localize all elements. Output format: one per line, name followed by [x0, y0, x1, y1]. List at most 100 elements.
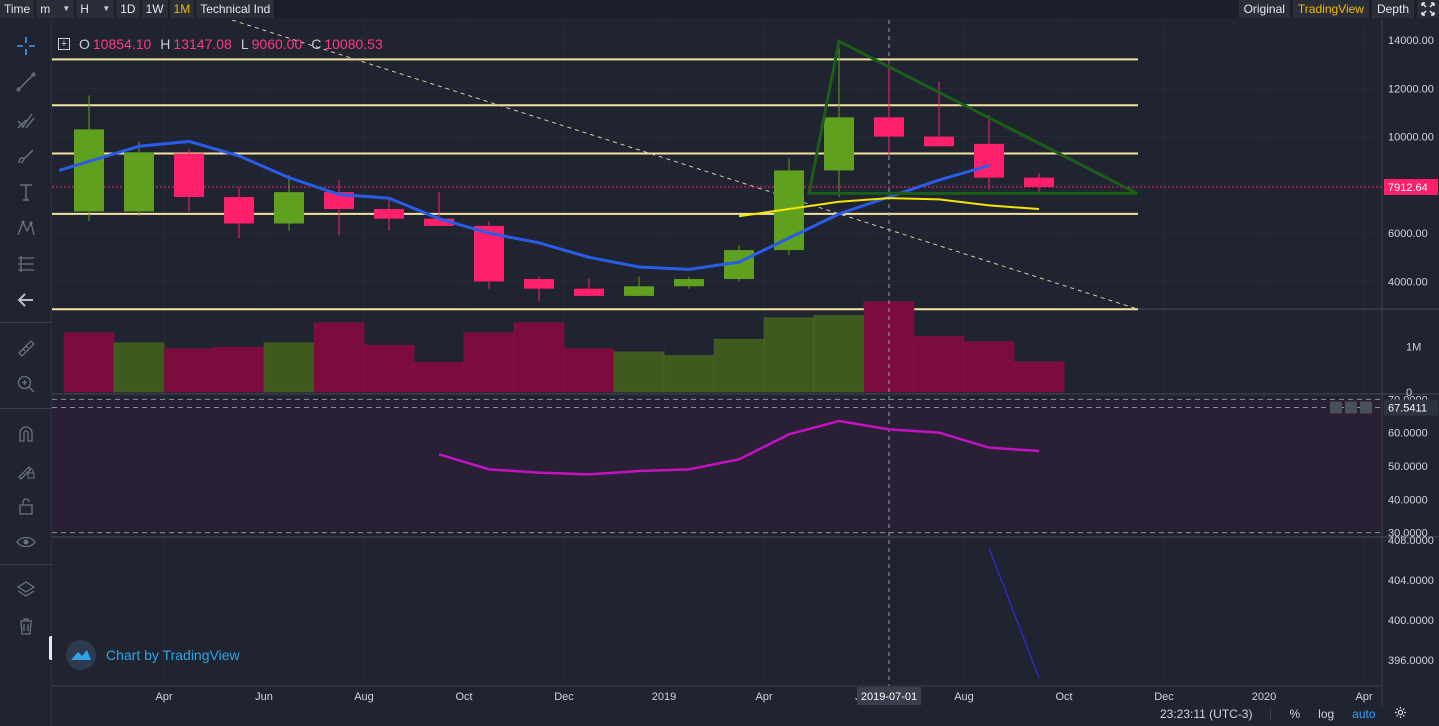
- brush-icon[interactable]: [12, 142, 40, 170]
- candle-body: [624, 286, 654, 296]
- volume-bar: [563, 348, 615, 393]
- pitchfork-icon[interactable]: [12, 106, 40, 134]
- interval-1w-button[interactable]: 1W: [141, 0, 168, 18]
- low-label: L: [240, 36, 249, 52]
- rsi-tick-label: 60.0000: [1388, 428, 1428, 440]
- settings-gear-icon[interactable]: [1394, 706, 1407, 722]
- minute-dropdown[interactable]: m ▼: [36, 0, 75, 18]
- hour-dropdown[interactable]: H ▼: [76, 0, 115, 18]
- lower-tick-label: 408.0000: [1388, 535, 1434, 547]
- fib-retracement-icon[interactable]: [12, 250, 40, 278]
- expand-legend-icon[interactable]: +: [58, 38, 70, 50]
- time-tick-label: Apr: [155, 691, 172, 703]
- price-chart[interactable]: 14000.0012000.0010000.008000.006000.0040…: [52, 20, 1439, 706]
- tradingview-watermark[interactable]: Chart by TradingView: [66, 640, 240, 670]
- zoom-in-icon[interactable]: [12, 370, 40, 398]
- volume-bar: [713, 338, 765, 393]
- lower-tick-label: 396.0000: [1388, 655, 1434, 667]
- time-tick-label: Aug: [354, 691, 374, 703]
- candle: [674, 276, 704, 289]
- volume-bar: [113, 342, 165, 393]
- price-tick-label: 14000.00: [1388, 35, 1434, 47]
- eye-icon[interactable]: [12, 528, 40, 556]
- time-tick-label: Jun: [255, 691, 273, 703]
- interval-1m-button[interactable]: 1M: [169, 0, 195, 18]
- magnet-icon[interactable]: [12, 420, 40, 448]
- open-value: 10854.10: [92, 36, 152, 52]
- fullscreen-icon[interactable]: [1417, 0, 1439, 18]
- volume-bar: [213, 347, 265, 393]
- unlock-icon[interactable]: [12, 492, 40, 520]
- high-label: H: [160, 36, 171, 52]
- volume-bar: [313, 322, 365, 393]
- log-scale-toggle[interactable]: log: [1318, 707, 1335, 721]
- chevron-down-icon: ▼: [102, 4, 111, 13]
- rsi-tick-label: 50.0000: [1388, 461, 1428, 473]
- time-tick-label: Dec: [1154, 691, 1174, 703]
- pane-control-button: [1360, 401, 1372, 414]
- low-value: 9060.00: [251, 36, 303, 52]
- rsi-line: [438, 419, 1040, 476]
- rsi-tick-label: 30.0000: [1388, 528, 1428, 540]
- candle: [524, 276, 554, 301]
- current-price-tag: [1384, 179, 1438, 196]
- volume-bar: [463, 332, 515, 393]
- status-divider: [1270, 708, 1272, 720]
- bottom-status-bar: 23:23:11 (UTC-3) % log auto: [1160, 705, 1407, 723]
- time-tick-label: 2020: [1252, 691, 1276, 703]
- candle: [374, 199, 404, 231]
- watermark-text: Chart by TradingView: [106, 647, 240, 663]
- candle-body: [924, 136, 954, 147]
- toolbar-divider: [0, 564, 52, 565]
- candle-body: [524, 279, 554, 289]
- view-tradingview-button[interactable]: TradingView: [1292, 0, 1369, 18]
- auto-scale-toggle[interactable]: auto: [1352, 707, 1376, 721]
- view-depth-button[interactable]: Depth: [1371, 0, 1414, 18]
- volume-bar: [963, 341, 1015, 393]
- close-label: C: [311, 36, 322, 52]
- time-tick-label: Oct: [1055, 691, 1072, 703]
- candle: [124, 141, 154, 217]
- ma-yellow-line: [738, 197, 1040, 218]
- volume-bar: [863, 301, 915, 393]
- rsi-value-label: 67.5411: [1388, 403, 1427, 415]
- candle: [824, 42, 854, 197]
- volume-tick-label: 0: [1406, 387, 1412, 399]
- crosshair-date-label: 2019-07-01: [861, 691, 917, 703]
- technical-indicators-button[interactable]: Technical Ind: [196, 0, 275, 18]
- view-original-button[interactable]: Original: [1238, 0, 1290, 18]
- triangle-drawing: [807, 39, 1138, 195]
- trend-line-icon[interactable]: [12, 68, 40, 96]
- layers-icon[interactable]: [12, 576, 40, 604]
- lock-drawing-icon[interactable]: [12, 456, 40, 484]
- crosshair-icon[interactable]: [12, 32, 40, 60]
- lower-tick-label: 404.0000: [1388, 575, 1434, 587]
- candle: [174, 148, 204, 212]
- volume-bar: [813, 315, 865, 393]
- interval-1d-button[interactable]: 1D: [116, 0, 140, 18]
- price-tick-label: 10000.00: [1388, 132, 1434, 144]
- ruler-icon[interactable]: [12, 334, 40, 362]
- rsi-value-tag: [1384, 399, 1438, 416]
- candle-body: [974, 143, 1004, 178]
- text-tool-icon[interactable]: [12, 178, 40, 206]
- trash-icon[interactable]: [12, 612, 40, 640]
- back-arrow-icon[interactable]: [12, 286, 40, 314]
- candle: [74, 95, 104, 222]
- time-tick-label: Apr: [1355, 691, 1372, 703]
- volume-bar: [1013, 361, 1065, 393]
- chevron-down-icon: ▼: [62, 4, 71, 13]
- volume-bar: [163, 348, 215, 393]
- pane-control-button: [1345, 401, 1357, 414]
- pattern-icon[interactable]: [12, 214, 40, 242]
- volume-bar: [663, 355, 715, 393]
- percent-scale-toggle[interactable]: %: [1289, 707, 1301, 721]
- lower-tick-label: 400.0000: [1388, 615, 1434, 627]
- candle: [274, 175, 304, 231]
- candle-body: [224, 196, 254, 224]
- candle-body: [824, 117, 854, 171]
- open-label: O: [79, 36, 90, 52]
- candle-body: [374, 209, 404, 219]
- dashed-trend-line: [231, 20, 1139, 310]
